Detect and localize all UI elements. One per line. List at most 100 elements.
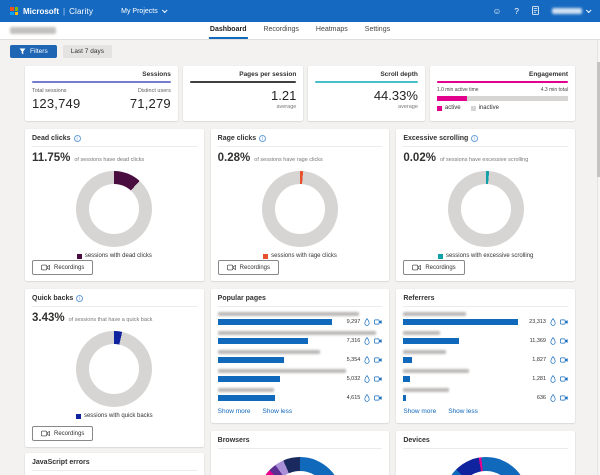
tab-recordings[interactable]: Recordings [262, 22, 299, 39]
date-range-chip[interactable]: Last 7 days [63, 45, 112, 58]
user-account-menu[interactable] [552, 8, 590, 14]
page-url-redacted [218, 331, 376, 335]
referrer-count: 1,281 [522, 376, 546, 382]
page-bar [218, 338, 308, 344]
engagement-title: Engagement [437, 71, 568, 81]
dashboard-content: Sessions Total sessions 123,749 Distinct… [0, 64, 600, 475]
browsers-title: Browsers [218, 437, 250, 444]
pages-per-session-card: Pages per session 1.21 average [183, 66, 303, 121]
my-projects-label: My Projects [121, 8, 158, 15]
pages-per-session-value: 1.21 [190, 88, 296, 103]
my-projects-menu[interactable]: My Projects [121, 8, 166, 15]
rage-clicks-recordings-button[interactable]: Recordings [218, 260, 279, 275]
recordings-camera-icon[interactable] [374, 357, 382, 363]
info-icon[interactable] [259, 135, 266, 142]
heatmap-droplet-icon[interactable] [550, 394, 556, 402]
project-name-redacted [10, 27, 56, 34]
recordings-camera-icon[interactable] [374, 338, 382, 344]
show-less-link[interactable]: Show less [448, 408, 478, 415]
rage-clicks-card: Rage clicks 0.28% of sessions have rage … [211, 129, 390, 281]
brand-clarity: Clarity [69, 7, 93, 16]
engagement-bar [437, 96, 568, 101]
heatmap-droplet-icon[interactable] [364, 318, 370, 326]
filters-button[interactable]: Filters [10, 45, 57, 58]
heatmap-droplet-icon[interactable] [364, 375, 370, 383]
brand: Microsoft | Clarity [23, 7, 93, 16]
filters-button-label: Filters [30, 48, 48, 55]
recordings-camera-icon[interactable] [560, 357, 568, 363]
feedback-smiley-icon[interactable]: ☺ [493, 7, 502, 16]
help-icon[interactable]: ? [514, 7, 519, 16]
rage-clicks-desc: of sessions have rage clicks [254, 157, 322, 163]
recordings-camera-icon[interactable] [374, 395, 382, 401]
project-nav-bar: Dashboard Recordings Heatmaps Settings [0, 22, 600, 40]
quick-backs-title: Quick backs [32, 295, 73, 302]
dead-clicks-legend-swatch [77, 254, 82, 259]
recordings-camera-icon[interactable] [560, 376, 568, 382]
engagement-legend-active: active [437, 105, 461, 111]
pages-per-session-accent-line [190, 81, 296, 83]
sessions-summary-card: Sessions Total sessions 123,749 Distinct… [25, 66, 178, 121]
show-more-link[interactable]: Show more [403, 408, 436, 415]
page-count: 4,615 [336, 395, 360, 401]
pages-per-session-sub: average [190, 104, 296, 110]
referrer-url-redacted [403, 388, 449, 392]
referrer-bar [403, 395, 406, 401]
popular-page-row: 5,354 [218, 350, 383, 365]
engagement-bar-active-fill [437, 96, 467, 101]
referrers-title: Referrers [403, 295, 434, 302]
tab-heatmaps[interactable]: Heatmaps [315, 22, 349, 39]
sessions-accent-line [32, 81, 171, 83]
engagement-card: Engagement 1.0 min active time 4.3 min t… [430, 66, 575, 121]
excessive-scrolling-recordings-button[interactable]: Recordings [403, 260, 464, 275]
user-name-redacted [552, 8, 582, 14]
chevron-down-icon [586, 7, 592, 13]
rage-clicks-legend-swatch [263, 254, 268, 259]
heatmap-droplet-icon[interactable] [364, 394, 370, 402]
quick-backs-recordings-button[interactable]: Recordings [32, 426, 93, 441]
page-bar [218, 357, 284, 363]
recordings-button-label: Recordings [425, 265, 455, 271]
heatmap-droplet-icon[interactable] [550, 375, 556, 383]
show-less-link[interactable]: Show less [263, 408, 293, 415]
referrer-count: 636 [522, 395, 546, 401]
heatmap-droplet-icon[interactable] [364, 337, 370, 345]
tab-settings[interactable]: Settings [364, 22, 391, 39]
recordings-camera-icon[interactable] [560, 395, 568, 401]
scroll-depth-value: 44.33% [315, 88, 418, 103]
devices-card: Devices [396, 431, 575, 475]
info-icon[interactable] [76, 295, 83, 302]
recordings-camera-icon[interactable] [374, 376, 382, 382]
release-notes-icon[interactable] [532, 6, 539, 17]
quick-backs-legend-swatch [76, 414, 81, 419]
rage-clicks-legend: sessions with rage clicks [218, 253, 383, 259]
page-url-redacted [218, 388, 274, 392]
popular-page-row: 4,615 [218, 388, 383, 403]
heatmap-droplet-icon[interactable] [550, 337, 556, 345]
referrer-bar [403, 357, 412, 363]
popular-page-row: 9,297 [218, 312, 383, 327]
recordings-button-label: Recordings [54, 431, 84, 437]
distinct-users-value: 71,279 [130, 96, 171, 111]
referrers-card: Referrers 23,313 11,369 [396, 289, 575, 423]
rage-clicks-title: Rage clicks [218, 135, 257, 142]
total-sessions-value: 123,749 [32, 96, 80, 111]
dead-clicks-recordings-button[interactable]: Recordings [32, 260, 93, 275]
recordings-camera-icon[interactable] [560, 338, 568, 344]
recordings-camera-icon[interactable] [560, 319, 568, 325]
show-more-link[interactable]: Show more [218, 408, 251, 415]
javascript-errors-title: JavaScript errors [32, 459, 90, 466]
tab-dashboard[interactable]: Dashboard [209, 22, 248, 39]
recordings-camera-icon[interactable] [374, 319, 382, 325]
engagement-active-time-label: 1.0 min active time [437, 87, 479, 93]
referrer-count: 11,369 [522, 338, 546, 344]
info-icon[interactable] [471, 135, 478, 142]
scroll-depth-sub: average [315, 104, 418, 110]
microsoft-logo-icon [10, 7, 18, 15]
heatmap-droplet-icon[interactable] [550, 356, 556, 364]
info-icon[interactable] [74, 135, 81, 142]
inactive-legend-swatch [471, 106, 476, 111]
quick-backs-legend: sessions with quick backs [32, 413, 197, 419]
heatmap-droplet-icon[interactable] [364, 356, 370, 364]
heatmap-droplet-icon[interactable] [550, 318, 556, 326]
